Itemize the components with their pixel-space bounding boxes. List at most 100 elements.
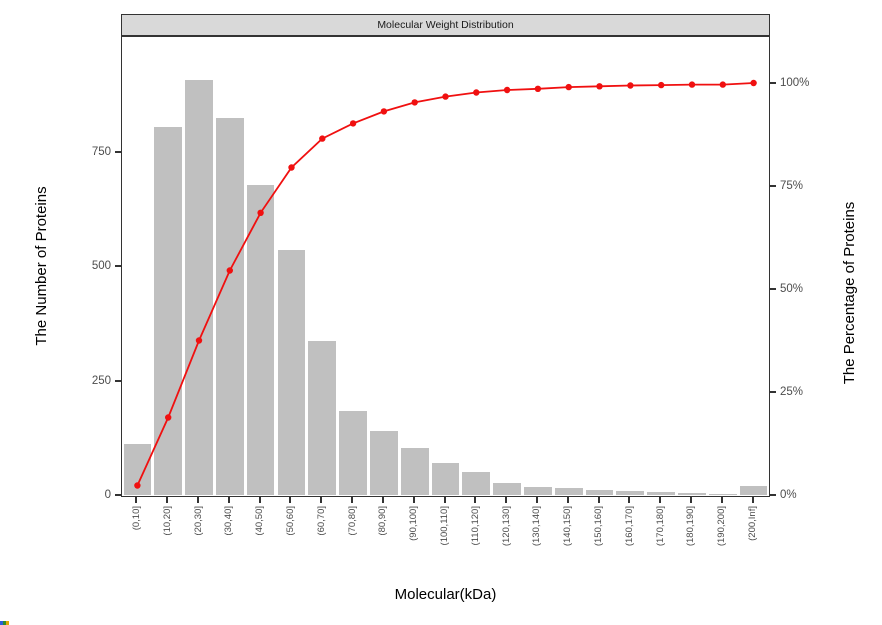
cumulative-point	[257, 209, 264, 216]
x-tick-mark	[289, 497, 292, 503]
cumulative-point	[442, 93, 449, 100]
y-left-tick-mark	[115, 265, 121, 267]
y-right-tick-label: 0%	[780, 489, 797, 501]
y-axis-title-right: The Percentage of Proteins	[841, 201, 858, 385]
y-left-tick-mark	[115, 494, 121, 496]
histogram-bar	[154, 127, 183, 495]
histogram-bar	[339, 411, 367, 495]
x-tick-label: (40,50]	[254, 506, 266, 536]
corner-artifact	[0, 621, 9, 625]
x-tick-mark	[320, 497, 323, 503]
histogram-bar	[678, 493, 706, 495]
x-tick-mark	[351, 497, 354, 503]
x-tick-mark	[720, 497, 723, 503]
x-tick-label: (110,120]	[469, 506, 481, 546]
cumulative-line-layer	[134, 79, 757, 489]
x-tick-label: (70,80]	[346, 506, 358, 536]
x-tick-label: (200,Inf]	[747, 506, 759, 541]
x-tick-mark	[381, 497, 384, 503]
y-axis-left: 0 250 500 750	[0, 36, 121, 501]
x-tick-label: (0,10]	[130, 506, 142, 531]
cumulative-point	[565, 83, 572, 91]
y-left-tick-label: 750	[91, 145, 111, 158]
cumulative-point	[596, 83, 603, 90]
histogram-bar	[647, 492, 676, 495]
x-tick-label: (130,140]	[531, 506, 543, 547]
x-tick-label: (120,130]	[500, 506, 512, 547]
x-axis: (0,10] (10,20] (20,30] (30,40] (40,50] (50,60…	[121, 497, 770, 577]
y-axis-right: 0% 25% 50% 75% 100%	[770, 36, 882, 501]
x-tick-mark	[659, 497, 662, 503]
x-tick-label: (90,100]	[408, 506, 420, 541]
y-right-tick-label: 50%	[780, 283, 804, 295]
x-tick-mark	[628, 497, 631, 503]
facet-strip-title: Molecular Weight Distribution	[377, 19, 514, 31]
x-tick-label: (80,90]	[377, 506, 389, 536]
histogram-bar	[524, 486, 552, 495]
x-tick-mark	[535, 497, 538, 503]
x-axis-title: Molecular(kDa)	[394, 586, 497, 603]
x-tick-label: (100,110]	[439, 506, 450, 546]
artifact-pixel	[6, 621, 9, 625]
plot-panel	[121, 36, 770, 497]
y-left-tick-label: 250	[91, 374, 111, 387]
y-right-tick-label: 25%	[780, 386, 804, 398]
x-tick-mark	[135, 497, 138, 503]
y-right-tick-mark	[770, 82, 776, 84]
x-tick-label: (20,30]	[192, 506, 204, 536]
cumulative-point	[473, 89, 480, 96]
x-tick-mark	[566, 497, 569, 503]
x-tick-label: (10,20]	[161, 506, 173, 536]
x-tick-label: (30,40]	[223, 506, 235, 536]
x-tick-mark	[197, 497, 200, 503]
cumulative-point	[719, 81, 726, 88]
facet-strip: Molecular Weight Distribution	[121, 14, 770, 36]
x-tick-label: (180,190]	[685, 506, 697, 547]
cumulative-point	[750, 79, 757, 87]
cumulative-point	[380, 108, 388, 115]
x-tick-label: (160,170]	[623, 506, 635, 547]
x-tick-label: (50,60]	[284, 506, 296, 536]
y-axis-title-left: The Number of Proteins	[33, 186, 50, 346]
y-left-tick-mark	[115, 150, 121, 153]
cumulative-point	[349, 120, 357, 127]
cumulative-point	[165, 414, 172, 421]
x-tick-label: (170,180]	[654, 506, 666, 547]
x-tick-mark	[227, 497, 230, 503]
x-tick-mark	[751, 497, 754, 503]
x-tick-mark	[166, 497, 169, 503]
histogram-bar	[246, 184, 275, 495]
cumulative-point	[195, 337, 203, 344]
y-right-tick-label: 75%	[780, 180, 804, 192]
y-left-tick-mark	[115, 379, 121, 382]
x-tick-mark	[258, 497, 261, 503]
cumulative-point	[134, 482, 141, 489]
x-tick-mark	[412, 497, 415, 503]
y-right-tick-mark	[770, 288, 776, 290]
x-tick-mark	[443, 497, 446, 503]
x-tick-mark	[597, 497, 600, 503]
x-tick-mark	[505, 497, 508, 503]
cumulative-point	[319, 135, 326, 142]
bars-layer	[122, 37, 769, 495]
histogram-bar	[493, 483, 521, 495]
y-left-tick-label: 500	[91, 260, 111, 272]
histogram-bar	[739, 485, 768, 495]
histogram-bar	[308, 341, 337, 495]
artifact-pixel	[0, 621, 3, 625]
y-right-tick-mark	[770, 391, 776, 393]
histogram-bar	[462, 472, 491, 495]
cumulative-point	[658, 81, 665, 89]
x-tick-label: (150,160]	[593, 506, 605, 547]
cumulative-line	[136, 82, 754, 486]
y-right-tick-mark	[770, 494, 776, 496]
histogram-bar	[400, 447, 429, 495]
x-tick-mark	[689, 497, 692, 503]
cumulative-point	[503, 86, 511, 94]
x-tick-label: (190,200]	[716, 506, 728, 547]
histogram-bar	[431, 462, 460, 495]
artifact-pixel	[3, 621, 6, 625]
y-right-tick-mark	[770, 185, 776, 187]
histogram-bar	[554, 488, 583, 495]
